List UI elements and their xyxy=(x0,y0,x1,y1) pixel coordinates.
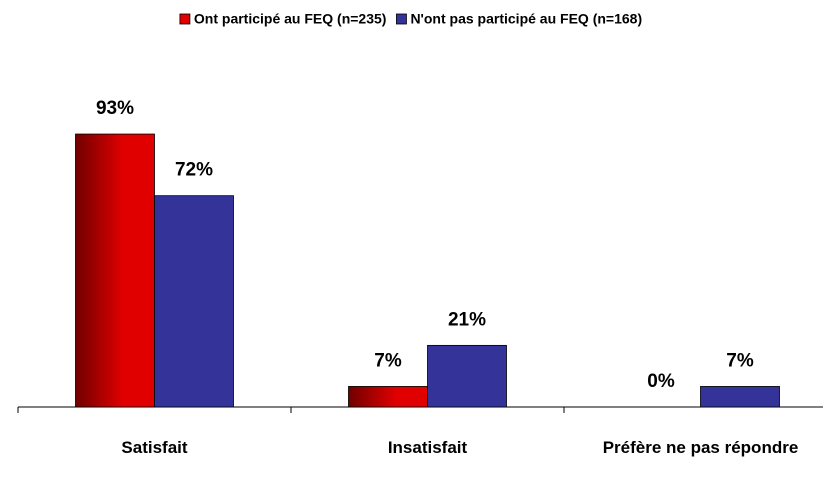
data-label: 7% xyxy=(374,350,402,371)
data-label: 7% xyxy=(726,350,754,371)
data-label: 93% xyxy=(96,98,134,119)
legend-label: Ont participé au FEQ (n=235) xyxy=(194,11,387,27)
data-label: 72% xyxy=(175,160,213,181)
bar xyxy=(348,386,428,408)
legend: Ont participé au FEQ (n=235) N'ont pas pa… xyxy=(179,11,642,27)
bar xyxy=(154,195,234,408)
x-tick-label: Insatisfait xyxy=(387,438,468,457)
bar xyxy=(75,133,155,408)
data-label: 0% xyxy=(647,371,675,392)
legend-label: N'ont pas participé au FEQ (n=168) xyxy=(410,11,642,27)
x-tick-label: Satisfait xyxy=(121,438,188,457)
x-tick-label: Préfère ne pas répondre xyxy=(602,438,799,457)
bar xyxy=(700,386,780,408)
legend-swatch xyxy=(396,13,407,25)
data-label: 21% xyxy=(448,309,486,330)
legend-swatch xyxy=(179,13,191,25)
bar xyxy=(427,344,507,408)
